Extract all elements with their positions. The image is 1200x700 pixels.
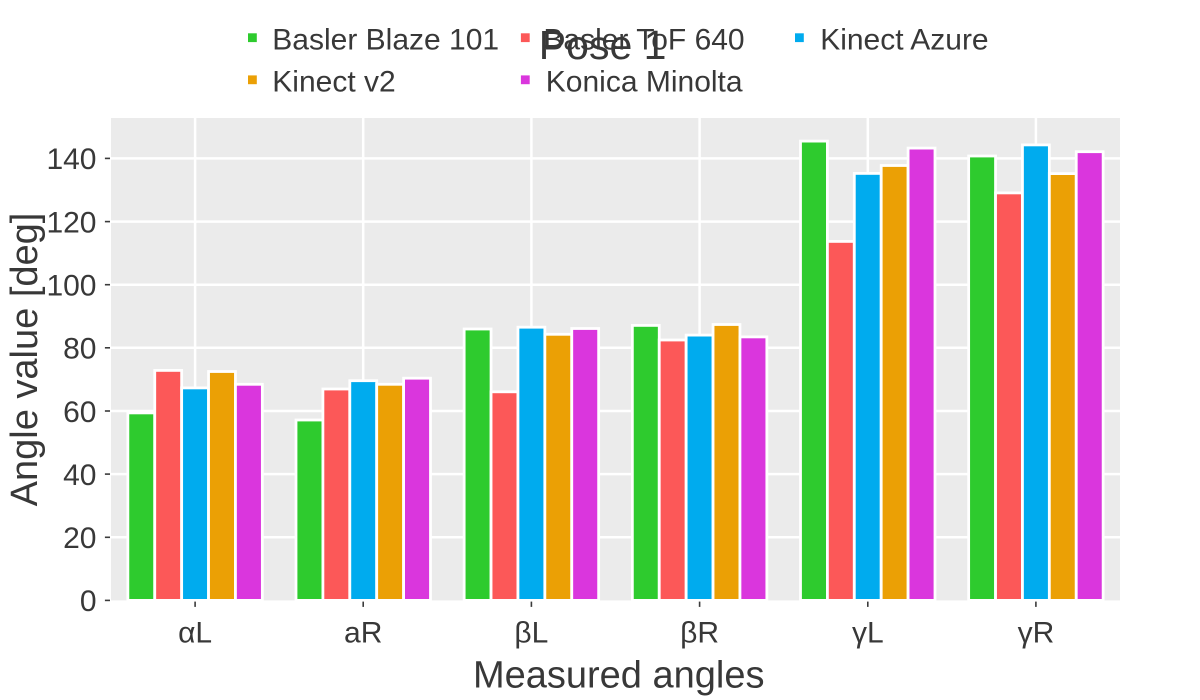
svg-text:αL: αL bbox=[178, 617, 212, 650]
svg-text:80: 80 bbox=[63, 333, 96, 366]
svg-text:100: 100 bbox=[46, 270, 96, 303]
svg-text:γL: γL bbox=[852, 617, 884, 650]
svg-text:Kinect v2: Kinect v2 bbox=[272, 66, 395, 99]
svg-text:120: 120 bbox=[46, 206, 96, 239]
svg-text:aR: aR bbox=[344, 617, 382, 650]
svg-text:Konica Minolta: Konica Minolta bbox=[546, 66, 743, 99]
svg-text:Kinect Azure: Kinect Azure bbox=[820, 24, 988, 57]
svg-text:40: 40 bbox=[63, 459, 96, 492]
svg-text:140: 140 bbox=[46, 143, 96, 176]
svg-text:βR: βR bbox=[680, 617, 719, 650]
svg-text:Basler ToF 640: Basler ToF 640 bbox=[543, 24, 744, 57]
svg-text:0: 0 bbox=[80, 585, 97, 618]
svg-text:γR: γR bbox=[1018, 617, 1055, 650]
svg-text:Pose 1: Pose 1 bbox=[539, 22, 667, 68]
svg-text:Basler Blaze 101: Basler Blaze 101 bbox=[272, 24, 499, 57]
svg-text:Measured angles: Measured angles bbox=[473, 655, 765, 697]
svg-text:20: 20 bbox=[63, 522, 96, 555]
svg-text:Angle value [deg]: Angle value [deg] bbox=[4, 213, 46, 507]
svg-text:60: 60 bbox=[63, 396, 96, 429]
svg-text:βL: βL bbox=[514, 617, 548, 650]
